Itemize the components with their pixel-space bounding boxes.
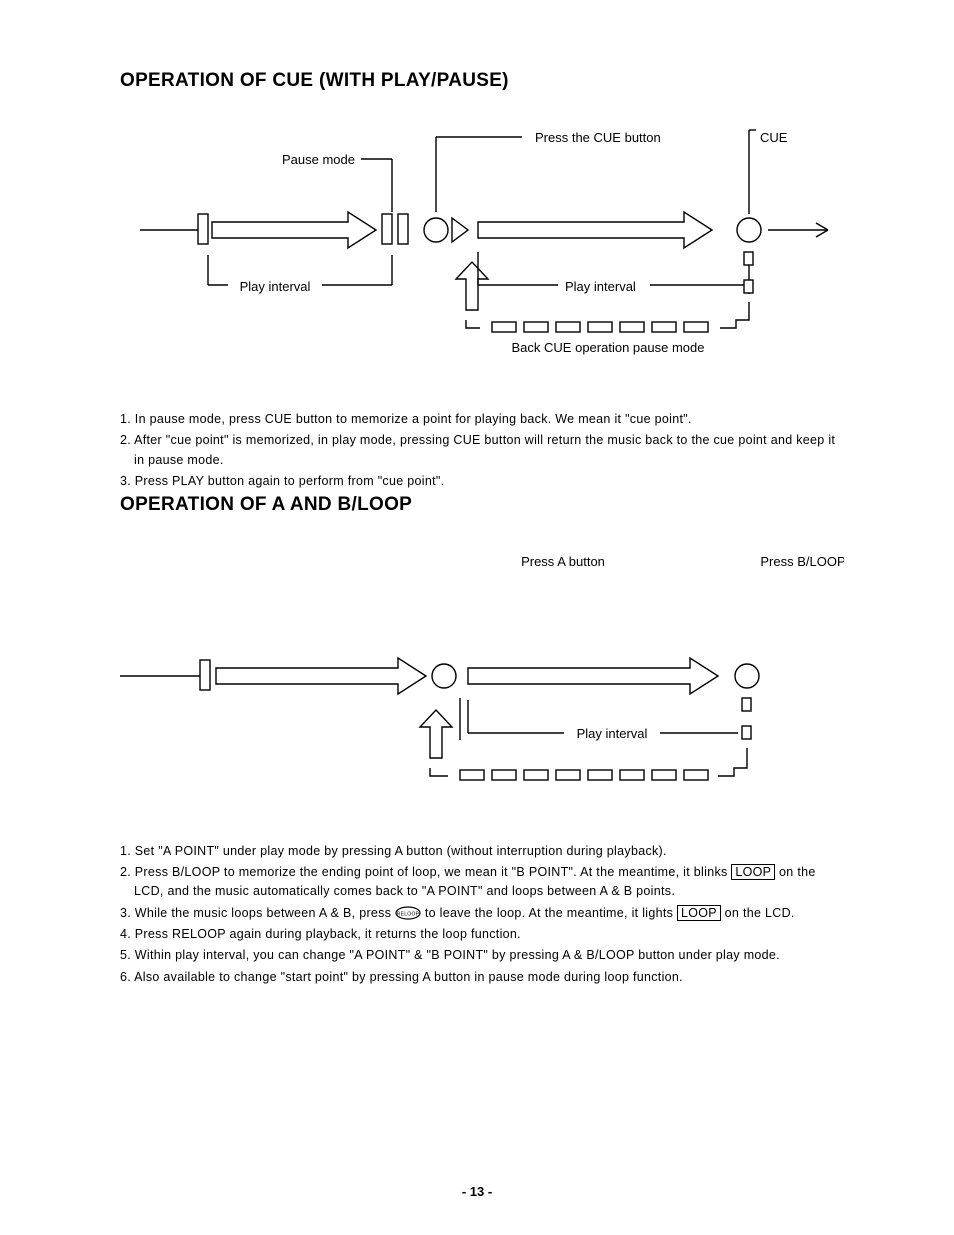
label-press-b: Press B/LOOP bbox=[760, 554, 844, 569]
diagram-abloop: Press A button Press B/LOOP bbox=[120, 540, 844, 830]
ab-step-5: 5. Within play interval, you can change … bbox=[134, 946, 844, 965]
loop-box-2: LOOP bbox=[677, 905, 721, 921]
label-press-a: Press A button bbox=[521, 554, 605, 569]
heading-cue: OPERATION OF CUE (WITH PLAY/PAUSE) bbox=[120, 70, 844, 92]
ab-step-3c: on the LCD. bbox=[721, 906, 795, 920]
cue-step-1: 1. In pause mode, press CUE button to me… bbox=[134, 410, 844, 429]
page-number: - 13 - bbox=[0, 1184, 954, 1199]
ab-step-3a: 3. While the music loops between A & B, … bbox=[120, 906, 395, 920]
page: OPERATION OF CUE (WITH PLAY/PAUSE) Press… bbox=[0, 0, 954, 987]
ab-step-3: 3. While the music loops between A & B, … bbox=[134, 904, 844, 923]
ab-step-3b: to leave the loop. At the meantime, it l… bbox=[421, 906, 677, 920]
label-play-interval-ab: Play interval bbox=[577, 726, 648, 741]
label-back-cue: Back CUE operation pause mode bbox=[512, 340, 705, 355]
ab-step-2: 2. Press B/LOOP to memorize the ending p… bbox=[134, 863, 844, 902]
ab-step-2a: 2. Press B/LOOP to memorize the ending p… bbox=[120, 865, 731, 879]
svg-text:RELOOP: RELOOP bbox=[397, 911, 420, 917]
ab-step-1: 1. Set "A POINT" under play mode by pres… bbox=[134, 842, 844, 861]
cue-step-2: 2. After "cue point" is memorized, in pl… bbox=[134, 431, 844, 470]
ab-step-6: 6. Also available to change "start point… bbox=[134, 968, 844, 987]
loop-box-1: LOOP bbox=[731, 864, 775, 880]
label-pause-mode: Pause mode bbox=[282, 152, 355, 167]
label-press-cue: Press the CUE button bbox=[535, 130, 661, 145]
reloop-exit-icon: RELOOP bbox=[395, 906, 421, 920]
label-play-interval-right: Play interval bbox=[565, 279, 636, 294]
heading-abloop: OPERATION OF A AND B/LOOP bbox=[120, 494, 844, 516]
label-cue: CUE bbox=[760, 130, 788, 145]
cue-step-3: 3. Press PLAY button again to perform fr… bbox=[134, 472, 844, 491]
label-play-interval-left: Play interval bbox=[240, 279, 311, 294]
diagram-cue: Press the CUE button CUE Pause mode bbox=[120, 122, 844, 382]
ab-step-4: 4. Press RELOOP again during playback, i… bbox=[134, 925, 844, 944]
